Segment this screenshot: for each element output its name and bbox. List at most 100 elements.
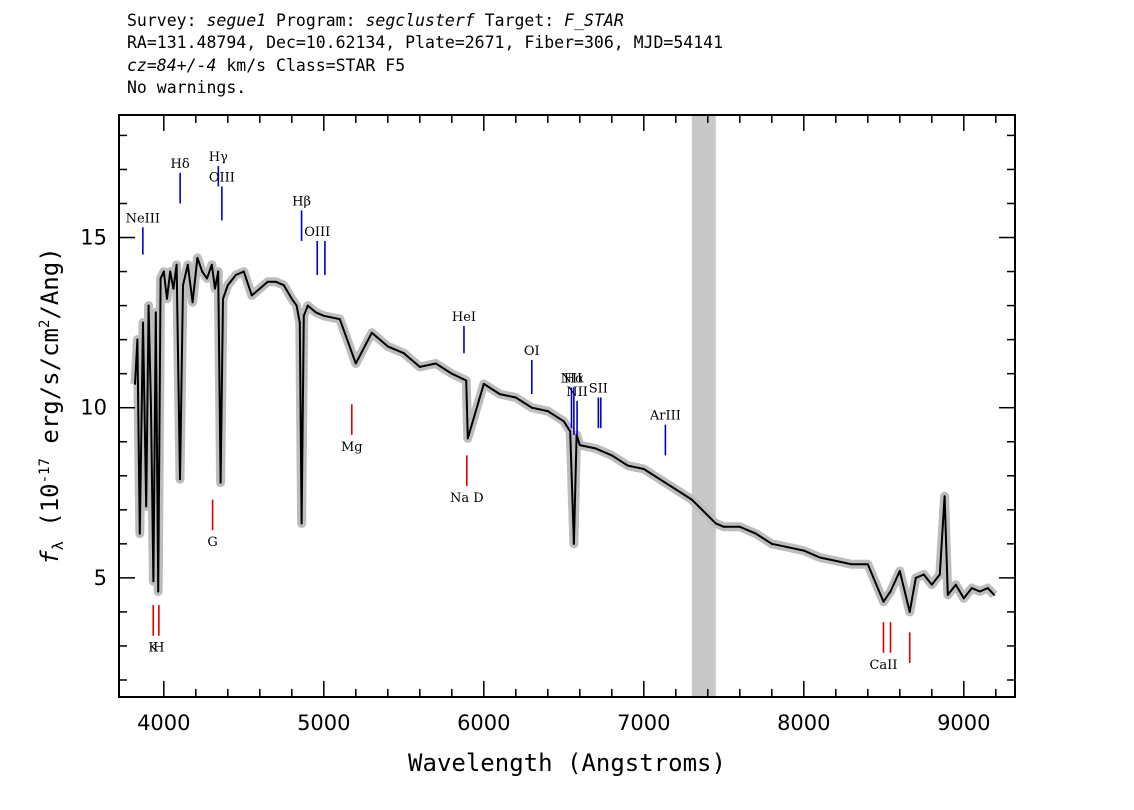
plot-frame [118,114,1016,698]
spectrum-point [282,284,285,287]
header-line-redshift: cz=84+/-4 km/s Class=STAR F5 [127,55,723,77]
spectrum-point [954,583,957,586]
spectrum-point [182,284,184,287]
emission-line-label: SII [589,381,608,396]
spectrum-point [908,610,911,613]
emission-line-label: Hα [564,371,584,386]
spectrum-point [514,396,517,399]
target-value: F_STAR [564,11,624,30]
spectrum-point [306,304,309,307]
program-label: Program: [276,11,356,30]
spectrum-point [786,546,789,549]
spectrum-point [191,301,194,304]
spectrum-point [162,270,165,273]
spectrum-point [943,495,946,498]
spectrum-point [290,297,293,300]
x-axis-title: Wavelength (Angstroms) [408,749,726,777]
program-value: segclusterf [365,11,475,30]
spectrum-point [802,549,805,552]
absorption-line-label: H [153,641,164,656]
spectrum-point [546,410,549,413]
masked-region [691,115,716,697]
spectrum-point [986,587,989,590]
spectrum-point [569,430,572,433]
spectrum-point [219,481,222,484]
emission-line-label: NeIII [126,211,160,226]
axis-ticks-layer: 4000 5000 6000 7000 8000 9000 5 10 15 [80,115,1015,735]
spectrum-point [482,382,485,385]
spectrum-point [722,525,725,528]
error-band [130,253,998,617]
spectrum-point [594,447,597,450]
spectrum-point [302,314,305,317]
x-tick-label: 8000 [777,711,830,735]
spectrum-point [834,559,837,562]
spectrum-point [930,583,933,586]
survey-label: Survey: [127,11,197,30]
y-axis-title: fλ (10-17 erg/s/cm2/Ang) [36,247,67,564]
spectrum-point [642,467,645,470]
absorption-line-label: Mg [341,440,363,455]
x-tick-label: 7000 [617,711,670,735]
spectrum-point [946,593,949,596]
spectrum-point [322,314,325,317]
x-tick-label: 9000 [937,711,990,735]
spectrum-point [150,406,152,409]
spectrum-point [222,297,224,300]
spectrum-point [166,297,168,300]
spectrum-point [295,304,298,307]
spectrum-point [850,563,853,566]
absorption-line-label: CaII [869,658,897,673]
header-line-warnings: No warnings. [127,77,247,97]
spectrum-point [242,270,245,273]
spectrum-point [754,532,757,535]
spectrum-point [152,580,155,583]
spectrum-point [250,294,253,297]
spectrum-point [562,420,565,423]
emission-line-label: HeI [452,310,476,325]
emission-line-label: OIII [304,225,330,240]
y-tick-label: 15 [80,226,107,250]
spectrum-point [258,287,261,290]
masked-region-layer [691,115,716,697]
absorption-line-label: Na D [450,491,484,506]
spectrum-point [866,563,869,566]
spectrum-point [978,590,981,593]
spectrum-point [882,600,885,603]
emission-line-label: Hγ [209,150,228,165]
spectrum-point [274,280,277,283]
spectrum-point [370,331,373,334]
spectrum-point [172,287,175,290]
spectrum-point [201,270,204,273]
emission-line-label: OI [524,344,540,359]
spectrum-layer [134,256,996,613]
x-tick-label: 4000 [137,711,190,735]
y-tick-label: 10 [80,396,107,420]
spectrum-point [922,573,925,576]
survey-value: segue1 [206,11,267,30]
spectrum-point [465,379,468,382]
spectrum-point [314,311,317,314]
x-tick-label: 5000 [297,711,350,735]
spectrum-header: Survey: segue1 Program: segclusterf Targ… [127,10,723,99]
spectrum-point [145,505,148,508]
spectrum-point [674,488,677,491]
spectrum-point [147,304,150,307]
error-band-layer [130,253,998,617]
spectrum-point [266,280,269,283]
spectrum-point [818,556,821,559]
spectrum-point [714,522,717,525]
spectrum-point [159,277,162,280]
spectrum-point [402,352,405,355]
spectrum-point [206,277,208,280]
spectrum-point [138,532,141,535]
spectrum-point [450,372,453,375]
spectrum-point [354,362,357,365]
redshift-class: km/s Class=STAR F5 [226,55,406,75]
spectrum-point [498,393,501,396]
spectrum-point [178,478,181,481]
spectrum-point [530,406,533,409]
spectrum-point [738,525,741,528]
